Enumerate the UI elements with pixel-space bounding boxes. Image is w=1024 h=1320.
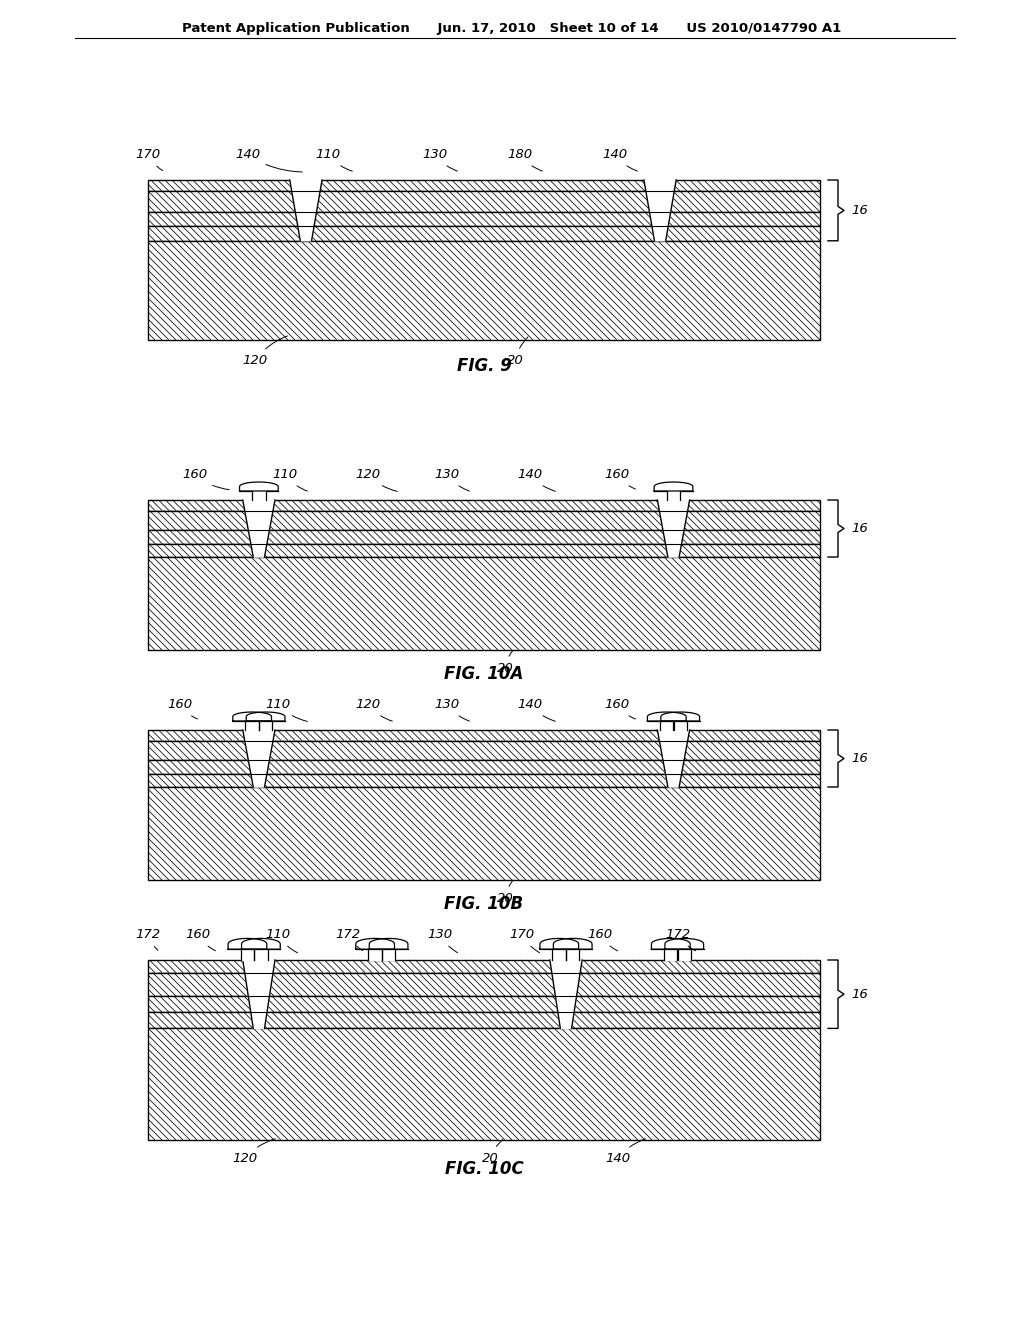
Bar: [148, 787, 820, 880]
Polygon shape: [243, 729, 275, 787]
Text: 120: 120: [232, 1139, 275, 1164]
Polygon shape: [290, 178, 322, 240]
Polygon shape: [355, 939, 394, 949]
Polygon shape: [665, 939, 703, 949]
Polygon shape: [240, 482, 279, 491]
Text: 170: 170: [135, 149, 163, 170]
Text: 16: 16: [851, 752, 867, 766]
Text: 16: 16: [851, 521, 867, 535]
Text: 140: 140: [605, 1139, 645, 1164]
Bar: [148, 741, 820, 760]
Text: 172: 172: [336, 928, 362, 950]
Text: 160: 160: [604, 698, 636, 719]
Polygon shape: [243, 498, 275, 557]
Polygon shape: [370, 939, 408, 949]
Bar: [148, 730, 820, 741]
Polygon shape: [654, 482, 693, 491]
Text: 172: 172: [666, 928, 695, 950]
Text: 110: 110: [272, 469, 307, 491]
Text: 140: 140: [602, 149, 637, 172]
Text: 110: 110: [265, 928, 298, 953]
Text: 170: 170: [509, 928, 540, 953]
Text: 16: 16: [851, 203, 867, 216]
Polygon shape: [259, 721, 272, 730]
Text: 130: 130: [427, 928, 458, 953]
Text: 120: 120: [243, 337, 288, 367]
Bar: [148, 227, 820, 240]
Text: Patent Application Publication      Jun. 17, 2010   Sheet 10 of 14      US 2010/: Patent Application Publication Jun. 17, …: [182, 22, 842, 36]
Polygon shape: [660, 711, 699, 721]
Text: FIG. 10C: FIG. 10C: [444, 1160, 523, 1177]
Text: 20: 20: [497, 880, 513, 904]
Polygon shape: [651, 939, 690, 949]
Bar: [148, 774, 820, 787]
Polygon shape: [553, 939, 592, 949]
Text: 20: 20: [481, 1139, 503, 1164]
Bar: [148, 240, 820, 341]
Polygon shape: [566, 949, 580, 960]
Text: 140: 140: [236, 149, 302, 172]
Polygon shape: [660, 721, 674, 730]
Text: 110: 110: [315, 149, 352, 172]
Bar: [148, 557, 820, 649]
Polygon shape: [241, 949, 254, 960]
Polygon shape: [242, 939, 281, 949]
Polygon shape: [252, 491, 265, 500]
Bar: [148, 500, 820, 511]
Polygon shape: [246, 721, 259, 730]
Text: 160: 160: [168, 698, 198, 719]
Polygon shape: [540, 939, 579, 949]
Bar: [148, 213, 820, 227]
Polygon shape: [382, 949, 395, 960]
Polygon shape: [232, 711, 271, 721]
Bar: [148, 1028, 820, 1140]
Polygon shape: [674, 721, 687, 730]
Text: FIG. 10A: FIG. 10A: [444, 665, 523, 682]
Bar: [148, 544, 820, 557]
Bar: [148, 180, 820, 191]
Text: 130: 130: [434, 469, 469, 491]
Bar: [148, 531, 820, 544]
Bar: [148, 997, 820, 1012]
Polygon shape: [657, 729, 689, 787]
Polygon shape: [647, 711, 686, 721]
Text: 172: 172: [135, 928, 161, 950]
Polygon shape: [254, 949, 267, 960]
Text: 20: 20: [497, 649, 513, 675]
Polygon shape: [664, 949, 678, 960]
Bar: [148, 973, 820, 997]
Text: 130: 130: [423, 149, 458, 172]
Polygon shape: [667, 491, 680, 500]
Text: 180: 180: [508, 149, 543, 172]
Text: FIG. 10B: FIG. 10B: [444, 895, 523, 913]
Bar: [148, 511, 820, 531]
Text: 16: 16: [851, 987, 867, 1001]
Text: 160: 160: [588, 928, 617, 950]
Polygon shape: [246, 711, 285, 721]
Polygon shape: [657, 498, 689, 557]
Text: 160: 160: [182, 469, 229, 490]
Bar: [148, 191, 820, 213]
Text: 160: 160: [604, 469, 636, 488]
Polygon shape: [550, 958, 582, 1028]
Polygon shape: [678, 949, 691, 960]
Bar: [148, 960, 820, 973]
Text: 140: 140: [517, 469, 555, 491]
Polygon shape: [644, 178, 676, 240]
Text: 120: 120: [355, 469, 397, 491]
Text: 20: 20: [507, 337, 528, 367]
Polygon shape: [243, 958, 275, 1028]
Text: 160: 160: [185, 928, 215, 950]
Text: 130: 130: [434, 698, 469, 721]
Text: 140: 140: [517, 698, 555, 721]
Polygon shape: [553, 949, 566, 960]
Bar: [148, 1012, 820, 1028]
Text: 120: 120: [355, 698, 392, 721]
Polygon shape: [228, 939, 267, 949]
Text: FIG. 9: FIG. 9: [457, 356, 511, 375]
Polygon shape: [369, 949, 382, 960]
Text: 110: 110: [265, 698, 307, 722]
Bar: [148, 760, 820, 774]
